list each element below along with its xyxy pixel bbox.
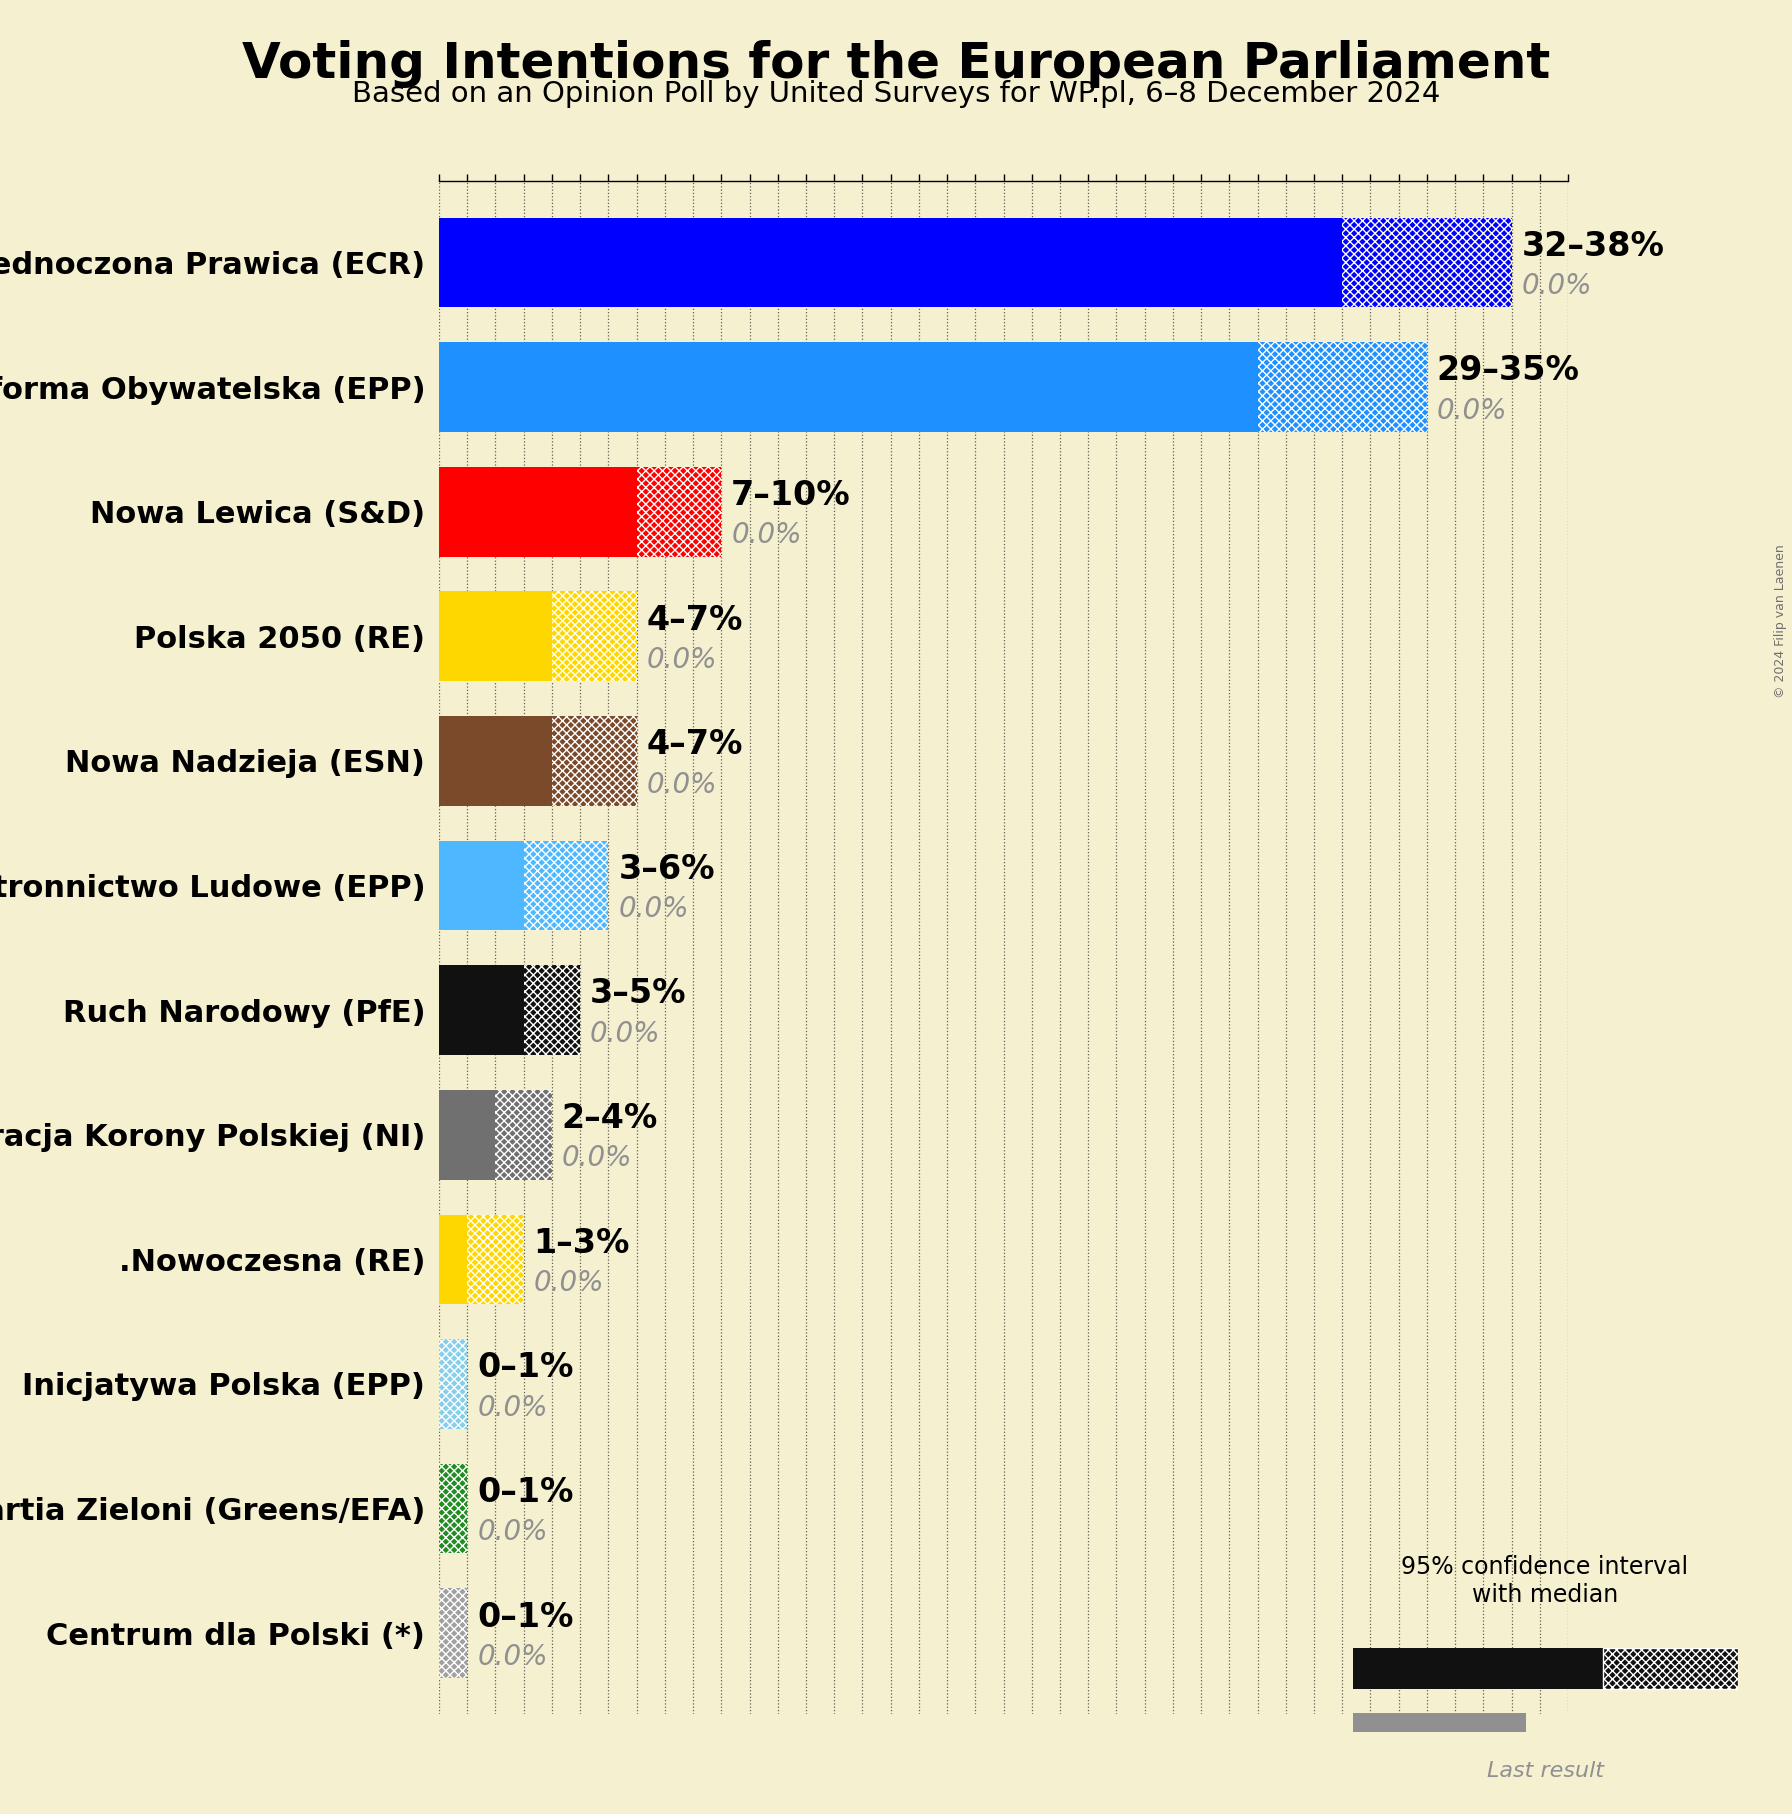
Text: 0–1%: 0–1% (477, 1600, 573, 1634)
Bar (552, 591, 636, 680)
Text: 4–7%: 4–7% (647, 727, 744, 762)
Text: Based on an Opinion Poll by United Surveys for WP.pl, 6–8 December 2024: Based on an Opinion Poll by United Surve… (351, 80, 1441, 107)
Text: 0.0%: 0.0% (1521, 272, 1591, 299)
Text: 3–5%: 3–5% (590, 978, 686, 1010)
Text: 29–35%: 29–35% (1437, 354, 1579, 388)
Text: 32–38%: 32–38% (1521, 230, 1665, 263)
Text: 0.0%: 0.0% (477, 1518, 548, 1546)
Text: 4–7%: 4–7% (647, 604, 744, 637)
Text: 0.0%: 0.0% (1437, 397, 1507, 424)
Bar (439, 1215, 468, 1304)
Text: 0–1%: 0–1% (477, 1351, 573, 1384)
Bar (439, 218, 1342, 307)
Text: 0–1%: 0–1% (477, 1477, 573, 1509)
Bar (468, 1215, 523, 1304)
Bar (636, 466, 720, 557)
Text: 0.0%: 0.0% (477, 1643, 548, 1671)
Bar (439, 840, 523, 931)
Bar (495, 1090, 552, 1179)
Text: 0.0%: 0.0% (647, 646, 717, 675)
Text: 7–10%: 7–10% (731, 479, 851, 512)
Text: 0.0%: 0.0% (618, 894, 688, 923)
Bar (439, 717, 552, 805)
Bar (439, 591, 552, 680)
Bar (1342, 218, 1512, 307)
Bar (439, 965, 523, 1056)
Text: 95% confidence interval
with median: 95% confidence interval with median (1401, 1555, 1688, 1607)
Text: Last result: Last result (1487, 1761, 1604, 1781)
Text: 0.0%: 0.0% (563, 1145, 633, 1172)
Bar (1604, 1649, 1738, 1689)
Bar (523, 840, 607, 931)
Text: 0.0%: 0.0% (731, 521, 801, 550)
Text: 0.0%: 0.0% (590, 1019, 661, 1048)
Bar (439, 466, 636, 557)
Bar (439, 1464, 468, 1553)
Text: 0.0%: 0.0% (534, 1270, 604, 1297)
Bar (439, 1339, 468, 1429)
Bar (1353, 1712, 1527, 1732)
Text: 0.0%: 0.0% (477, 1393, 548, 1422)
Bar (523, 965, 581, 1056)
Bar (439, 343, 1258, 432)
Bar (439, 1090, 495, 1179)
Text: © 2024 Filip van Laenen: © 2024 Filip van Laenen (1774, 544, 1787, 698)
Text: 2–4%: 2–4% (563, 1103, 658, 1136)
Bar (552, 717, 636, 805)
Bar (1258, 343, 1426, 432)
Text: Voting Intentions for the European Parliament: Voting Intentions for the European Parli… (242, 40, 1550, 87)
Bar (1353, 1649, 1604, 1689)
Text: 0.0%: 0.0% (647, 771, 717, 798)
Text: 3–6%: 3–6% (618, 853, 715, 885)
Text: 1–3%: 1–3% (534, 1226, 631, 1259)
Bar (439, 1589, 468, 1678)
